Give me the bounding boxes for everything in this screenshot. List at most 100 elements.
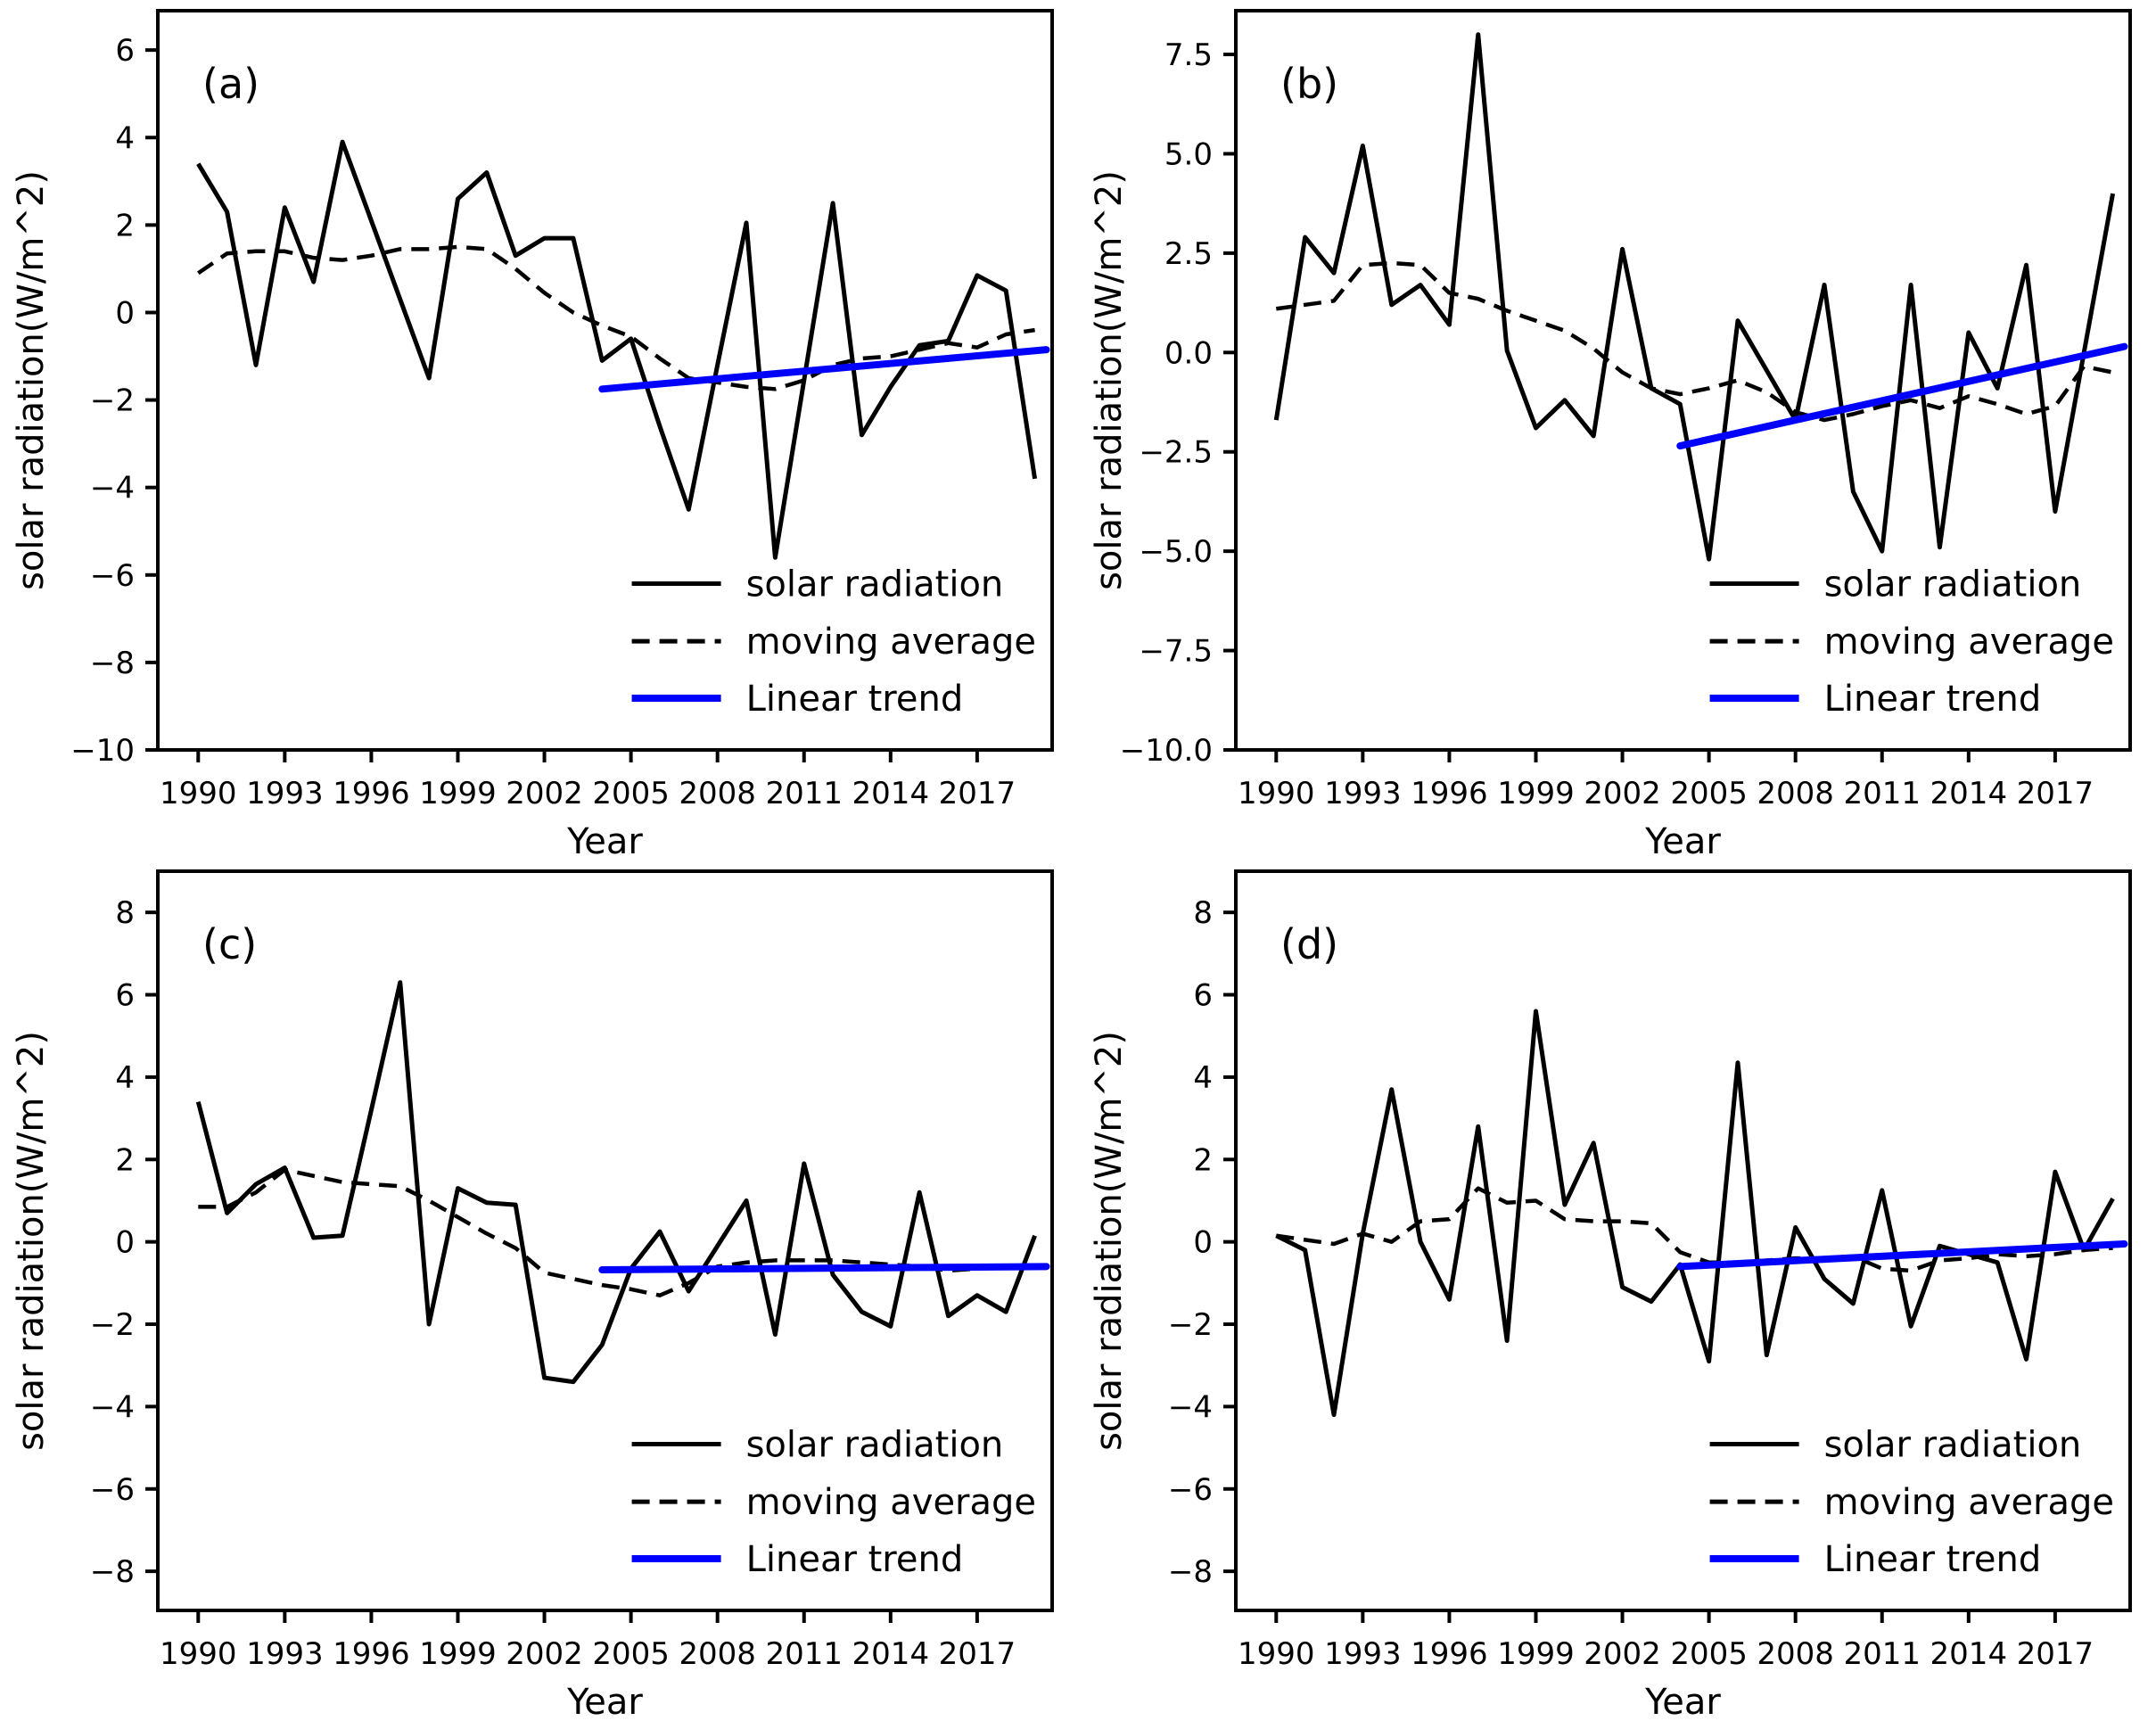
x-axis-tick-label: 2008 [679, 1636, 756, 1672]
chart-panel-c: 1990 1993 1996 1999 2002 2005 2008 2011 2014 2017… [0, 860, 1078, 1721]
x-axis-label: Year [1644, 1682, 1721, 1721]
x-axis-tick-label: 2017 [939, 1636, 1016, 1672]
chart-panel-a: 1990 1993 1996 1999 2002 2005 2008 2011 2014 2017… [0, 0, 1078, 860]
legend-label: solar radiation [1824, 564, 2082, 605]
y-axis-tick-label: 2 [1193, 1142, 1213, 1178]
y-axis-tick-label: 8 [1193, 895, 1213, 931]
chart-panel-b: 1990 1993 1996 1999 2002 2005 2008 2011 2014 2017… [1078, 0, 2156, 860]
legend-label: solar radiation [746, 564, 1004, 605]
x-axis-tick-label: 2005 [592, 776, 670, 811]
y-axis-tick-label: −7.5 [1139, 634, 1213, 670]
solar-radiation-line [196, 139, 1038, 560]
y-axis-tick-label: −6 [90, 1472, 135, 1508]
x-axis-label: Year [566, 821, 643, 860]
x-axis-tick-label: 1996 [1411, 776, 1488, 811]
legend-label: Linear trend [1824, 679, 2042, 720]
y-axis-tick-label: −5.0 [1139, 534, 1213, 570]
y-axis-label: solar radiation(W/m^2) [11, 170, 52, 590]
x-axis-tick-label: 2011 [1843, 1636, 1921, 1672]
linear-trend-line [598, 1263, 1050, 1274]
legend-label: moving average [1824, 1482, 2114, 1523]
x-axis-tick-label: 2014 [1930, 1636, 2008, 1672]
legend-label: moving average [746, 622, 1036, 663]
solar-radiation-line [1273, 32, 2116, 562]
moving-average-line [1275, 260, 2114, 423]
x-axis-tick-label: 2005 [1670, 1636, 1748, 1672]
x-axis-tick-label: 1999 [419, 1636, 497, 1672]
y-axis-tick-label: −10.0 [1120, 733, 1213, 769]
x-axis-tick-label: 2011 [1843, 776, 1921, 811]
x-axis-tick-label: 1999 [419, 776, 497, 811]
x-axis-tick-label: 2008 [1757, 776, 1834, 811]
y-axis-tick-label: 7.5 [1164, 37, 1213, 73]
y-axis-tick-label: −6 [1168, 1472, 1213, 1508]
linear-trend-line [598, 346, 1050, 393]
moving-average-line [197, 244, 1035, 391]
panel-letter-label: (c) [202, 920, 257, 968]
legend-label: Linear trend [1824, 1539, 2042, 1580]
moving-average-line [198, 1167, 1035, 1297]
x-axis-tick-label: 2002 [1584, 1636, 1661, 1672]
y-axis-tick-label: 6 [1193, 978, 1213, 1014]
x-axis-label: Year [566, 1682, 643, 1721]
panel-letter-label: (a) [202, 60, 259, 108]
chart-panel-d: 1990 1993 1996 1999 2002 2005 2008 2011 2014 2017… [1078, 860, 2156, 1721]
panel-letter-label: (b) [1280, 60, 1338, 108]
x-axis-tick-label: 2002 [506, 1636, 583, 1672]
y-axis-label: solar radiation(W/m^2) [1089, 170, 1130, 590]
y-axis-tick-label: 0 [115, 1225, 135, 1261]
legend-label: Linear trend [746, 1539, 964, 1580]
x-axis-tick-label: 2008 [679, 776, 756, 811]
x-axis-tick-label: 2008 [1757, 1636, 1834, 1672]
y-axis-tick-label: 0 [1193, 1225, 1213, 1261]
y-axis-tick-label: 6 [115, 978, 135, 1014]
x-axis-tick-label: 2011 [765, 1636, 843, 1672]
linear-trend-line [1676, 1239, 2128, 1271]
y-axis-tick-label: 6 [115, 33, 135, 69]
x-axis-tick-label: 1999 [1497, 1636, 1575, 1672]
y-axis-label: solar radiation(W/m^2) [11, 1031, 52, 1451]
x-axis-tick-label: 1990 [160, 1636, 237, 1672]
y-axis-tick-label: 2.5 [1164, 236, 1213, 272]
y-axis-tick-label: −8 [90, 646, 135, 681]
y-axis-tick-label: −2.5 [1139, 435, 1213, 471]
y-axis-tick-label: −4 [1168, 1389, 1213, 1425]
legend-label: moving average [1824, 622, 2114, 663]
y-axis-tick-label: −2 [1168, 1307, 1213, 1343]
y-axis-tick-label: 4 [1193, 1060, 1213, 1096]
legend-label: moving average [746, 1482, 1036, 1523]
y-axis-tick-label: 0 [115, 295, 135, 331]
y-axis-label: solar radiation(W/m^2) [1089, 1031, 1130, 1451]
y-axis-tick-label: −8 [1168, 1554, 1213, 1590]
x-axis-tick-label: 1990 [160, 776, 237, 811]
x-axis-tick-label: 2017 [2017, 1636, 2094, 1672]
y-axis-tick-label: 2 [115, 1142, 135, 1178]
x-axis-tick-label: 2017 [2017, 776, 2094, 811]
legend-label: Linear trend [746, 679, 964, 720]
moving-average-line [1275, 1186, 2113, 1273]
y-axis-tick-label: −10 [70, 733, 135, 769]
y-axis-tick-label: −4 [90, 1389, 135, 1425]
y-axis-tick-label: −8 [90, 1554, 135, 1590]
y-axis-tick-label: 2 [115, 208, 135, 243]
x-axis-tick-label: 1993 [246, 776, 324, 811]
x-axis-tick-label: 2014 [852, 1636, 930, 1672]
y-axis-tick-label: −2 [90, 1307, 135, 1343]
x-axis-tick-label: 2014 [1930, 776, 2008, 811]
x-axis-tick-label: 2002 [1584, 776, 1661, 811]
x-axis-tick-label: 2011 [765, 776, 843, 811]
x-axis-tick-label: 1993 [1324, 776, 1402, 811]
axes-frame [1234, 9, 2132, 752]
x-axis-tick-label: 2005 [592, 1636, 670, 1672]
axes-frame [156, 9, 1054, 752]
x-axis-tick-label: 1996 [1411, 1636, 1488, 1672]
linear-trend-line [1676, 342, 2128, 450]
x-axis-label: Year [1644, 821, 1721, 860]
solar-radiation-line [1275, 1009, 2115, 1418]
y-axis-tick-label: −4 [90, 471, 135, 506]
x-axis-tick-label: 2014 [852, 776, 930, 811]
y-axis-tick-label: 4 [115, 1060, 135, 1096]
x-axis-tick-label: 1990 [1238, 776, 1315, 811]
y-axis-tick-label: 8 [115, 895, 135, 931]
